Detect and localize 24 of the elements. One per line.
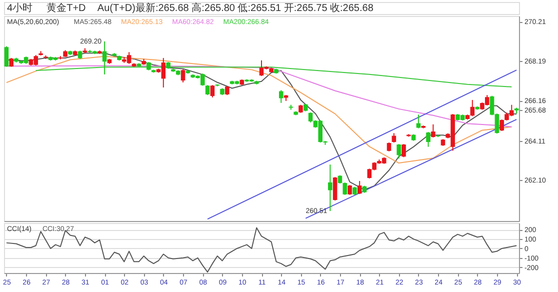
line-series <box>35 66 512 88</box>
candlestick <box>210 84 215 98</box>
candlestick <box>102 40 107 75</box>
candlestick <box>278 90 284 104</box>
candlestick <box>348 184 352 196</box>
candlestick <box>357 180 362 195</box>
candlestick <box>396 144 401 160</box>
candlestick <box>342 182 348 196</box>
line-series <box>6 65 512 128</box>
candlestick <box>500 118 504 132</box>
candlestick <box>332 176 338 201</box>
candlestick <box>402 144 406 158</box>
candlestick <box>392 132 396 144</box>
candlestick <box>205 84 210 96</box>
candlestick <box>426 131 430 148</box>
candlestick <box>4 46 9 68</box>
text: Au(T+D)最新:265.68 高:265.80 低:265.51 开:265.75 收:265.68 <box>97 2 374 14</box>
chart-subtitle: 黄金T+D <box>46 2 86 14</box>
candlestick <box>416 114 421 129</box>
candlestick <box>328 164 332 212</box>
candlestick <box>180 68 186 83</box>
candlestick <box>431 124 436 138</box>
chart-title: 4小时 <box>7 2 33 14</box>
line-series <box>6 227 518 273</box>
